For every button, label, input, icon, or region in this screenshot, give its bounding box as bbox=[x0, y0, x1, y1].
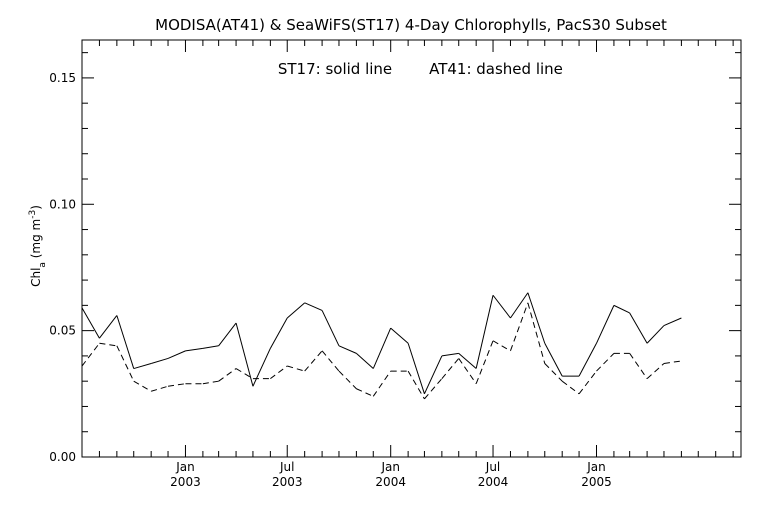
series-at41-segment-5 bbox=[167, 383, 186, 387]
y-label-subscript: a bbox=[38, 262, 48, 268]
series-st17-segment-17 bbox=[372, 327, 392, 369]
series-st17-segment-22 bbox=[458, 353, 477, 369]
chart-title: MODISA(AT41) & SeaWiFS(ST17) 4-Day Chlor… bbox=[155, 16, 667, 34]
series-st17-segment-16 bbox=[356, 353, 374, 369]
x-tick-year-1: 2003 bbox=[272, 475, 303, 489]
series-at41-segment-13 bbox=[304, 350, 323, 372]
series-st17-segment-34 bbox=[663, 317, 682, 327]
series-at41-segment-16 bbox=[356, 388, 374, 397]
series-at41-segment-27 bbox=[544, 363, 563, 382]
y-tick-label-0: 0.00 bbox=[49, 450, 76, 464]
series-at41-segment-7 bbox=[202, 380, 219, 385]
series-st17-segment-27 bbox=[544, 343, 563, 377]
series-at41-segment-28 bbox=[561, 380, 580, 395]
series-st17-segment-29 bbox=[578, 343, 597, 377]
series-st17-segment-15 bbox=[338, 345, 357, 354]
series-at41-segment-2 bbox=[116, 345, 135, 382]
series-at41-segment-17 bbox=[372, 370, 392, 397]
series-st17-segment-18 bbox=[390, 327, 409, 344]
series-at41-segment-0 bbox=[81, 342, 100, 367]
series-st17-segment-8 bbox=[218, 322, 237, 347]
y-tick-label-1: 0.05 bbox=[49, 324, 76, 338]
axes: 0.000.050.100.15Jan2003Jul2003Jan2004Jul… bbox=[49, 40, 741, 489]
x-tick-month-3: Jul bbox=[485, 460, 500, 474]
x-tick-year-0: 2003 bbox=[170, 475, 201, 489]
series-at41-segment-29 bbox=[578, 370, 597, 395]
y-tick-label-2: 0.10 bbox=[49, 197, 76, 211]
series-st17-segment-9 bbox=[235, 322, 254, 387]
x-tick-month-4: Jan bbox=[586, 460, 606, 474]
series-st17-segment-4 bbox=[151, 357, 169, 364]
series-at41-segment-34 bbox=[663, 360, 682, 364]
series-st17-segment-5 bbox=[167, 350, 186, 359]
series-st17-segment-20 bbox=[423, 355, 443, 395]
series-at41-segment-25 bbox=[509, 302, 529, 352]
series-at41-segment-33 bbox=[646, 363, 665, 380]
y-label-units-open: (mg m bbox=[29, 219, 43, 262]
series-at41-segment-30 bbox=[596, 353, 615, 372]
series-st17-segment-0 bbox=[81, 307, 100, 339]
y-label-main: Chl bbox=[29, 268, 43, 287]
series-st17-segment-6 bbox=[185, 347, 203, 352]
series-at41-segment-8 bbox=[218, 368, 237, 382]
x-tick-month-2: Jan bbox=[380, 460, 400, 474]
y-axis-label: Chla (mg m-3) bbox=[28, 205, 48, 287]
series-at41-segment-4 bbox=[151, 385, 169, 392]
legend-at41: AT41: dashed line bbox=[429, 60, 563, 78]
series-st17-segment-3 bbox=[133, 363, 152, 370]
legend-st17: ST17: solid line bbox=[278, 60, 392, 78]
series-st17-segment-25 bbox=[510, 292, 529, 319]
series-at41-segment-9 bbox=[235, 368, 254, 380]
series-at41-segment-24 bbox=[492, 340, 511, 352]
x-tick-year-4: 2005 bbox=[581, 475, 612, 489]
series-at41-segment-15 bbox=[338, 370, 357, 390]
series-st17-segment-11 bbox=[269, 317, 288, 349]
svg-text:Chla (mg m-3): Chla (mg m-3) bbox=[28, 205, 48, 287]
x-tick-month-0: Jan bbox=[175, 460, 195, 474]
series-at41-segment-23 bbox=[475, 340, 494, 384]
series-at41-segment-14 bbox=[321, 350, 340, 372]
series-st17-segment-19 bbox=[407, 343, 425, 394]
series-at41-segment-21 bbox=[441, 358, 460, 379]
series-st17-segment-33 bbox=[646, 325, 665, 344]
series-at41-segment-26 bbox=[527, 302, 546, 364]
plot-frame bbox=[81, 39, 742, 458]
series-st17-segment-30 bbox=[596, 305, 615, 344]
series-at41-segment-32 bbox=[629, 353, 648, 379]
series-st17-segment-13 bbox=[304, 302, 323, 311]
series-st17-segment-32 bbox=[629, 312, 648, 344]
series-at41-segment-22 bbox=[458, 358, 477, 384]
series-st17-segment-2 bbox=[116, 315, 135, 369]
y-tick-label-3: 0.15 bbox=[49, 71, 76, 85]
x-tick-year-2: 2004 bbox=[375, 475, 406, 489]
series-at41-segment-19 bbox=[407, 370, 425, 400]
series-st17-segment-31 bbox=[613, 304, 630, 314]
series-at41-segment-1 bbox=[99, 342, 117, 347]
series-at41-segment-12 bbox=[287, 365, 305, 372]
x-tick-month-1: Jul bbox=[279, 460, 294, 474]
series-st17-segment-1 bbox=[99, 315, 118, 339]
series-st17-segment-14 bbox=[321, 310, 340, 347]
series-at41 bbox=[81, 302, 682, 400]
y-label-superscript: -3 bbox=[28, 210, 38, 219]
series-st17-segment-21 bbox=[441, 352, 459, 357]
series-st17-segment-10 bbox=[252, 348, 271, 387]
series-at41-segment-3 bbox=[133, 380, 152, 392]
y-label-units-close: ) bbox=[29, 205, 43, 210]
series-st17-segment-24 bbox=[492, 294, 511, 319]
x-tick-year-3: 2004 bbox=[478, 475, 509, 489]
series-at41-segment-11 bbox=[270, 365, 288, 380]
series-at41-segment-20 bbox=[424, 378, 443, 400]
series-st17-segment-23 bbox=[475, 295, 494, 369]
series-st17 bbox=[81, 292, 682, 395]
series-layer bbox=[81, 292, 682, 400]
series-st17-segment-12 bbox=[286, 302, 305, 319]
series-st17-segment-26 bbox=[527, 292, 546, 344]
series-st17-segment-7 bbox=[202, 345, 219, 349]
